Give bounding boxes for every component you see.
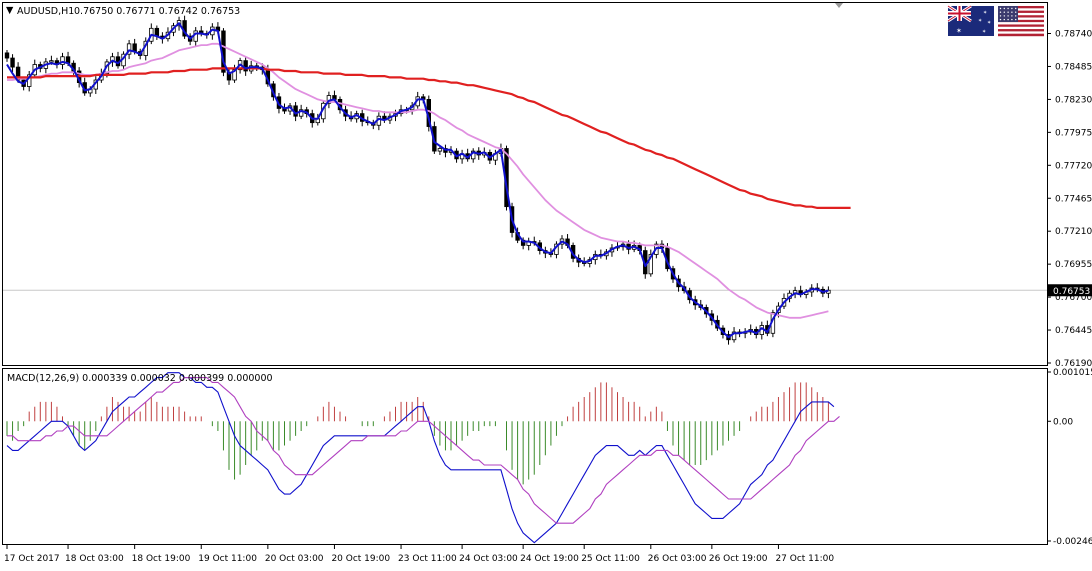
macd-title: MACD(12,26,9) 0.000339 0.000032 0.000399… [7,373,273,384]
candle [648,249,653,277]
slow-ma-line [7,67,851,209]
macd-histogram [6,382,829,485]
fast-ma-line [6,22,829,339]
macd-line [6,372,835,544]
svg-text:✶: ✶ [982,29,986,35]
svg-text:✶: ✶ [956,27,962,35]
price-tick-label: 0.76700 [1055,293,1092,303]
time-tick-label: 27 Oct 11:00 [775,554,834,564]
svg-text:✶: ✶ [978,18,982,24]
candle [731,327,737,343]
macd-tick-label: 0.001015 [1053,368,1092,378]
time-tick-label: 18 Oct 19:00 [132,554,191,564]
svg-text:✶: ✶ [987,20,991,26]
australia-flag-icon: ✶ ✶ ✶ ✶ ✶ [947,4,994,36]
dropdown-triangle-icon[interactable]: ▼ [6,5,14,16]
macd-tick-label: 0.00 [1053,417,1073,427]
price-tick-label: 0.76190 [1055,359,1092,369]
price-axis: 0.78740 0.78485 0.78230 0.77975 0.77720 0.774… [1047,30,1092,369]
time-tick-label: 19 Oct 11:00 [198,554,257,564]
candle [243,56,248,76]
candle [437,145,443,155]
price-tick-label: 0.77465 [1055,194,1092,204]
time-tick-label: 25 Oct 11:00 [581,554,640,564]
symbol-label: AUDUSD,H1 [17,6,74,17]
svg-text:✶: ✶ [983,10,987,16]
time-tick-label: 24 Oct 03:00 [459,554,518,564]
price-panel-frame [2,2,1048,366]
time-axis: 17 Oct 2017 18 Oct 03:00 18 Oct 19:00 19 Oc… [4,544,834,564]
time-tick-label: 26 Oct 19:00 [709,554,768,564]
ohlc-values: 0.76750 0.76771 0.76742 0.76753 [74,6,240,17]
price-tick-label: 0.77720 [1055,161,1092,171]
time-tick-label: 17 Oct 2017 [4,554,60,564]
time-tick-label: 20 Oct 03:00 [265,554,324,564]
time-tick-label: 26 Oct 03:00 [648,554,707,564]
price-tick-label: 0.76445 [1055,326,1092,336]
price-tick-label: 0.78230 [1055,95,1092,105]
price-tick-label: 0.78740 [1055,30,1092,40]
price-tick-label: 0.76955 [1055,260,1092,270]
macd-tick-label: -0.002466 [1053,537,1092,547]
signal-line [7,377,840,524]
usa-flag-icon [998,6,1044,37]
current-price-badge [1048,284,1092,297]
chart-shift-marker[interactable] [835,3,843,8]
price-tick-label: 0.77975 [1055,128,1092,138]
time-tick-label: 24 Oct 19:00 [520,554,579,564]
time-tick-label: 20 Oct 19:00 [331,554,390,564]
price-tick-label: 0.77210 [1055,227,1092,237]
macd-panel-frame [2,368,1048,545]
candle [10,54,15,73]
time-tick-label: 23 Oct 11:00 [398,554,457,564]
price-tick-label: 0.78485 [1055,62,1092,72]
time-tick-label: 18 Oct 03:00 [65,554,124,564]
candle [4,50,10,62]
mid-ma-line [7,42,829,319]
current-price-label: 0.76753 [1053,287,1090,297]
macd-axis: 0.001015 0.00 -0.002466 [1047,368,1092,547]
